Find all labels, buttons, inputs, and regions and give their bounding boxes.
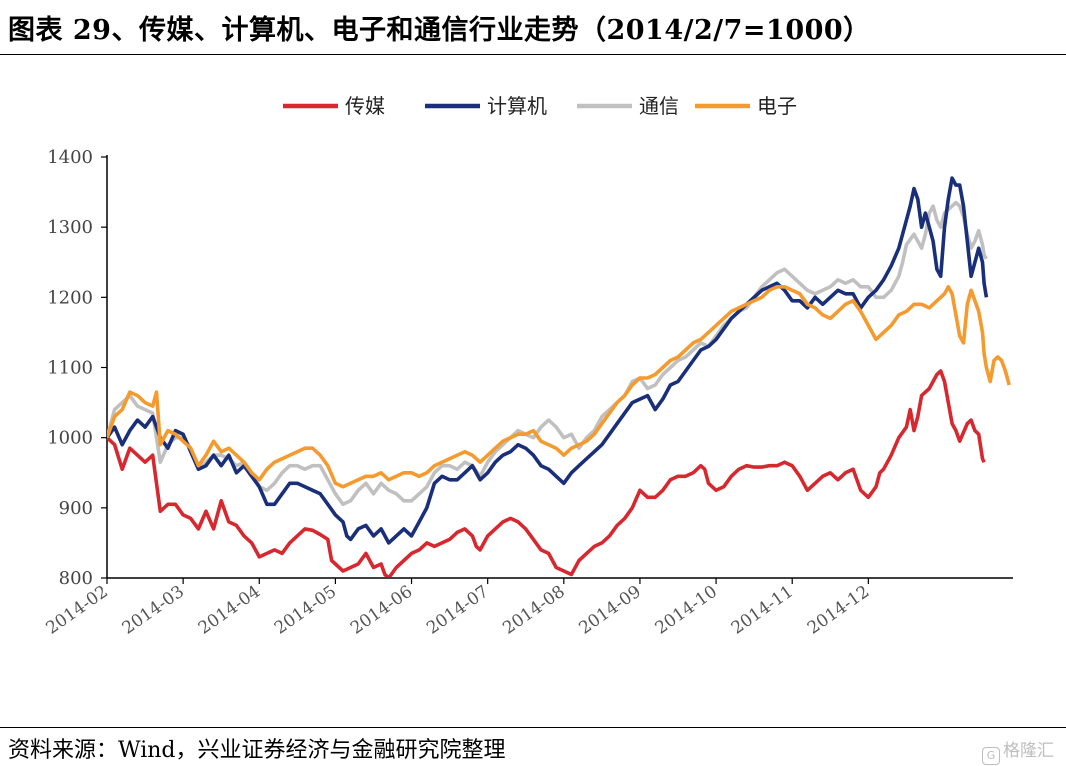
series-layer: [107, 176, 1011, 577]
legend-label: 电子: [757, 94, 797, 118]
x-tick-label: 2014-05: [271, 582, 340, 639]
y-tick-label: 1200: [47, 287, 93, 308]
y-tick-label: 1100: [47, 358, 93, 379]
x-tick-label: 2014-04: [195, 582, 264, 639]
x-tick-label: 2014-03: [119, 582, 188, 639]
x-tick-label: 2014-10: [652, 582, 721, 639]
x-tick-label: 2014-08: [499, 582, 568, 639]
series-line-3: [107, 285, 1011, 489]
line-chart: 传媒 计算机 通信 电子 800 900 1000 1100 1200 1300 1400 201…: [43, 94, 1013, 639]
legend-label: 计算机: [487, 94, 547, 118]
y-tick-label: 1400: [47, 147, 93, 168]
x-tick-label: 2014-12: [804, 582, 873, 639]
y-tick-label: 900: [59, 498, 93, 519]
y-axis: 800 900 1000 1100 1200 1300 1400: [47, 147, 108, 589]
legend-label: 通信: [639, 94, 679, 118]
page-title: 图表 29、传媒、计算机、电子和通信行业走势（2014/2/7=1000）: [8, 15, 871, 46]
x-tick-label: 2014-06: [347, 582, 416, 639]
series-line-0: [107, 369, 986, 577]
x-tick-label: 2014-02: [43, 582, 112, 639]
y-tick-label: 800: [59, 568, 93, 589]
series-line-1: [107, 176, 989, 545]
watermark: G 格隆汇: [982, 736, 1054, 765]
x-tick-label: 2014-11: [728, 582, 797, 639]
legend-label: 传媒: [345, 94, 385, 118]
title-rule: [0, 54, 1066, 55]
x-tick-label: 2014-07: [423, 582, 492, 639]
x-tick-label: 2014-09: [575, 582, 644, 639]
chart-legend: 传媒 计算机 通信 电子: [283, 94, 797, 118]
source-note: 资料来源：Wind，兴业证券经济与金融研究院整理: [8, 738, 506, 763]
x-axis: 2014-02 2014-03 2014-04 2014-05 2014-06 2014-…: [43, 577, 1013, 639]
source-rule: [0, 727, 1066, 728]
y-tick-label: 1300: [47, 217, 93, 238]
y-tick-label: 1000: [47, 428, 93, 449]
watermark-logo-icon: G: [982, 747, 1000, 765]
watermark-text: 格隆汇: [1003, 741, 1054, 761]
